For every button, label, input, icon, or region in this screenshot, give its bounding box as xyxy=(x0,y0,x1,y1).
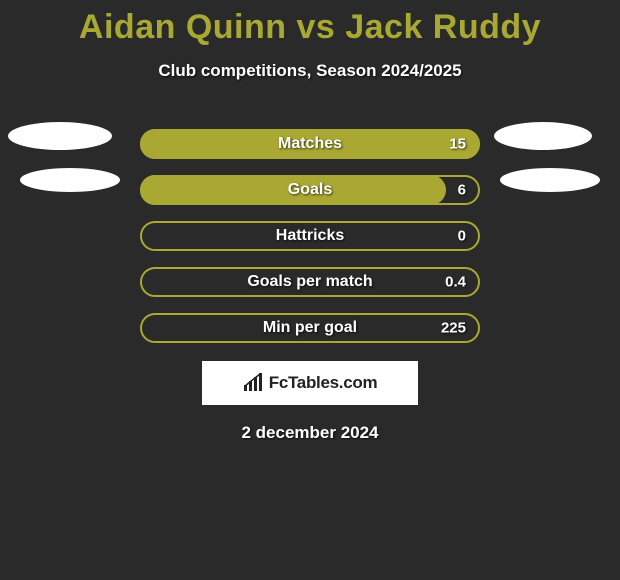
stat-label: Goals per match xyxy=(247,273,372,291)
stat-label: Min per goal xyxy=(263,319,357,337)
stat-label: Hattricks xyxy=(276,227,344,245)
stat-row: Min per goal 225 xyxy=(140,313,480,343)
stat-value: 15 xyxy=(449,136,466,153)
stats-list: Matches 15 Goals 6 Hattricks 0 Goals per match… xyxy=(140,129,480,343)
stat-value: 0 xyxy=(458,228,466,245)
brand-name: FcTables.com xyxy=(269,373,378,393)
decorative-ellipse xyxy=(8,122,112,150)
stat-row: Matches 15 xyxy=(140,129,480,159)
decorative-ellipse xyxy=(500,168,600,192)
stat-value: 225 xyxy=(441,320,466,337)
decorative-ellipse xyxy=(20,168,120,192)
date-label: 2 december 2024 xyxy=(0,423,620,443)
brand-logo: FcTables.com xyxy=(202,361,418,405)
stat-value: 6 xyxy=(458,182,466,199)
stat-value: 0.4 xyxy=(445,274,466,291)
decorative-ellipse xyxy=(494,122,592,150)
subtitle: Club competitions, Season 2024/2025 xyxy=(0,61,620,81)
brand-logo-inner: FcTables.com xyxy=(243,373,378,393)
chart-icon xyxy=(243,373,265,393)
stat-label: Matches xyxy=(278,135,342,153)
stat-row: Goals per match 0.4 xyxy=(140,267,480,297)
stat-row: Goals 6 xyxy=(140,175,480,205)
comparison-infographic: Aidan Quinn vs Jack Ruddy Club competiti… xyxy=(0,0,620,580)
stat-label: Goals xyxy=(288,181,332,199)
stat-row: Hattricks 0 xyxy=(140,221,480,251)
page-title: Aidan Quinn vs Jack Ruddy xyxy=(0,0,620,47)
